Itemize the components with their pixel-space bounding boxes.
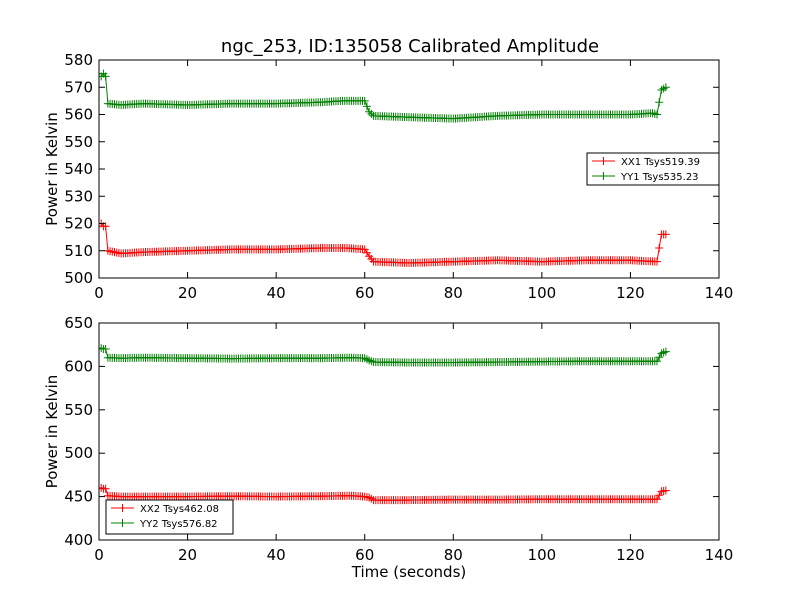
y-axis-label: Power in Kelvin bbox=[43, 112, 61, 226]
y-tick-label: 540 bbox=[64, 160, 93, 178]
x-tick-label: 120 bbox=[616, 284, 645, 302]
legend-label: XX1 Tsys519.39 bbox=[621, 157, 700, 168]
series-1 bbox=[99, 483, 670, 505]
x-tick-label: 60 bbox=[355, 284, 374, 302]
y-tick-label: 520 bbox=[64, 215, 93, 233]
x-tick-label: 0 bbox=[94, 284, 104, 302]
data-point bbox=[661, 83, 670, 92]
data-point bbox=[101, 72, 110, 81]
data-point bbox=[655, 244, 664, 253]
y-tick-label: 650 bbox=[64, 314, 93, 332]
y-tick-label: 510 bbox=[64, 242, 93, 260]
data-point bbox=[101, 484, 110, 493]
legend-label: YY2 Tsys576.82 bbox=[139, 519, 218, 530]
top-panel: 0 20 40 60 80 100 120 140 500 510 520 530 540 550 560 5… bbox=[43, 51, 733, 302]
y-tick-label: 550 bbox=[64, 133, 93, 151]
x-tick-label: 60 bbox=[355, 546, 374, 564]
x-tick-label: 100 bbox=[528, 284, 557, 302]
data-point bbox=[661, 347, 670, 356]
data-point bbox=[360, 96, 369, 105]
y-tick-label: 400 bbox=[64, 531, 93, 549]
series-1 bbox=[99, 219, 670, 268]
axes-frame bbox=[98, 322, 720, 541]
y-tick-label: 550 bbox=[64, 401, 93, 419]
y-tick-label: 450 bbox=[64, 488, 93, 506]
legend: XX1 Tsys519.39 YY1 Tsys535.23 bbox=[586, 152, 720, 186]
x-axis-label: Time (seconds) bbox=[351, 563, 467, 581]
y-tick-label: 570 bbox=[64, 78, 93, 96]
legend-marker bbox=[600, 157, 607, 165]
data-point bbox=[661, 486, 670, 495]
x-tick-label: 20 bbox=[178, 546, 197, 564]
data-point bbox=[653, 110, 661, 119]
y-tick-label: 600 bbox=[64, 357, 93, 375]
legend-marker bbox=[119, 504, 126, 512]
x-tick-label: 140 bbox=[705, 284, 734, 302]
data-point bbox=[362, 102, 371, 111]
series-2 bbox=[99, 344, 670, 367]
chart-title: ngc_253, ID:135058 Calibrated Amplitude bbox=[221, 36, 599, 57]
series-2 bbox=[99, 69, 670, 123]
legend-label: YY1 Tsys535.23 bbox=[620, 172, 699, 183]
x-tick-label: 40 bbox=[267, 546, 286, 564]
x-tick-label: 80 bbox=[444, 284, 463, 302]
y-tick-label: 530 bbox=[64, 187, 93, 205]
data-point bbox=[661, 230, 670, 239]
legend-marker bbox=[600, 172, 607, 180]
x-tick-label: 80 bbox=[444, 546, 463, 564]
data-point bbox=[653, 257, 661, 266]
x-tick-label: 0 bbox=[94, 546, 104, 564]
x-tick-label: 40 bbox=[267, 284, 286, 302]
legend-label: XX2 Tsys462.08 bbox=[140, 504, 219, 515]
y-axis-label: Power in Kelvin bbox=[43, 375, 61, 489]
legend-marker bbox=[119, 519, 126, 527]
y-tick-label: 560 bbox=[64, 106, 93, 124]
data-point bbox=[101, 345, 110, 354]
y-tick-label: 500 bbox=[64, 269, 93, 287]
legend-box bbox=[586, 152, 720, 186]
legend: XX2 Tsys462.08 YY2 Tsys576.82 bbox=[105, 499, 234, 535]
x-tick-label: 120 bbox=[616, 546, 645, 564]
data-point bbox=[101, 222, 110, 231]
y-tick-label: 500 bbox=[64, 444, 93, 462]
data-point bbox=[655, 98, 664, 107]
bottom-panel: 0 20 40 60 80 100 120 140 400 450 500 550 600 650 Powe… bbox=[43, 314, 733, 581]
x-tick-label: 140 bbox=[705, 546, 734, 564]
legend-box bbox=[105, 499, 234, 535]
y-tick-label: 580 bbox=[64, 51, 93, 69]
x-tick-label: 100 bbox=[528, 546, 557, 564]
x-tick-label: 20 bbox=[178, 284, 197, 302]
